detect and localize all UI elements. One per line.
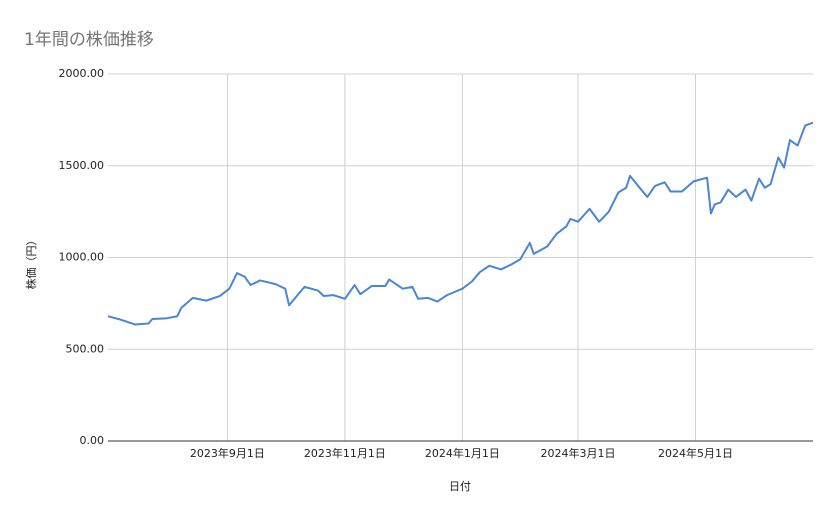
chart-title: 1年間の株価推移 [24, 30, 154, 50]
y-axis-title: 株価（円） [24, 235, 38, 290]
y-tick-label: 2000.00 [59, 67, 105, 80]
y-tick-label: 1000.00 [59, 251, 105, 264]
x-tick-label: 2023年9月1日 [190, 446, 265, 460]
x-tick-label: 2024年3月1日 [541, 446, 616, 460]
price-line [107, 121, 814, 326]
x-axis-title: 日付 [449, 480, 471, 493]
y-tick-label: 1500.00 [59, 159, 105, 172]
y-tick-label: 500.00 [66, 342, 105, 355]
x-tick-label: 2023年11月1日 [304, 446, 386, 460]
x-tick-label: 2024年1月1日 [425, 446, 500, 460]
y-tick-label: 0.00 [80, 434, 105, 447]
x-tick-label: 2024年5月1日 [658, 446, 733, 460]
